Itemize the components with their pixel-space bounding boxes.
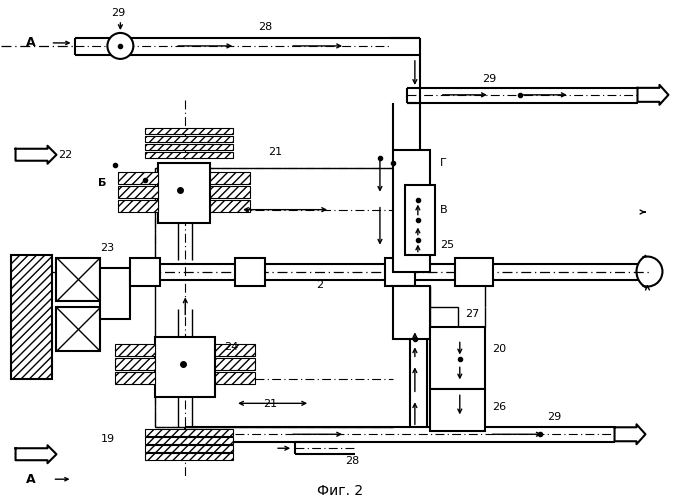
- Bar: [430, 328, 485, 390]
- Bar: [235, 258, 265, 285]
- Text: 24: 24: [224, 342, 238, 352]
- Bar: [57, 308, 100, 352]
- Text: 20: 20: [492, 344, 506, 354]
- Bar: [210, 186, 250, 198]
- Bar: [145, 152, 233, 158]
- Bar: [405, 184, 435, 254]
- Bar: [10, 254, 52, 380]
- Bar: [115, 344, 155, 356]
- Bar: [155, 338, 215, 398]
- Text: 28: 28: [345, 456, 360, 466]
- Text: 28: 28: [258, 22, 272, 32]
- Text: А: А: [26, 472, 35, 486]
- Bar: [210, 200, 250, 211]
- Text: 21: 21: [268, 146, 282, 156]
- Bar: [430, 390, 485, 432]
- Text: 29: 29: [548, 412, 562, 422]
- Bar: [145, 144, 233, 150]
- Text: Г: Г: [440, 158, 447, 168]
- Bar: [455, 258, 493, 285]
- Text: 2: 2: [317, 280, 323, 289]
- Circle shape: [108, 33, 133, 59]
- Bar: [145, 128, 233, 134]
- Text: А: А: [26, 36, 35, 50]
- Text: 25: 25: [440, 240, 454, 250]
- Polygon shape: [16, 146, 57, 164]
- Text: 22: 22: [59, 150, 73, 160]
- Bar: [145, 453, 233, 460]
- Bar: [393, 286, 430, 340]
- Bar: [145, 438, 233, 444]
- Bar: [100, 268, 130, 320]
- Bar: [385, 258, 415, 285]
- Bar: [57, 258, 100, 302]
- Text: 29: 29: [483, 74, 497, 84]
- Text: В: В: [440, 204, 447, 214]
- Text: 23: 23: [100, 242, 114, 252]
- Text: 29: 29: [111, 8, 125, 18]
- Bar: [215, 358, 255, 370]
- Bar: [118, 200, 158, 211]
- Bar: [145, 446, 233, 452]
- Text: Б: Б: [99, 178, 107, 188]
- Bar: [430, 308, 458, 328]
- Polygon shape: [614, 424, 646, 444]
- Polygon shape: [16, 446, 57, 463]
- Bar: [118, 186, 158, 198]
- Bar: [130, 258, 160, 285]
- Bar: [115, 358, 155, 370]
- Text: 27: 27: [465, 310, 479, 320]
- Text: 19: 19: [100, 434, 114, 444]
- Bar: [118, 172, 158, 183]
- Text: 21: 21: [263, 400, 277, 409]
- Polygon shape: [637, 85, 669, 105]
- Bar: [215, 344, 255, 356]
- Text: 26: 26: [492, 402, 506, 412]
- Bar: [393, 150, 430, 272]
- Text: Фиг. 2: Фиг. 2: [317, 484, 363, 498]
- Bar: [210, 172, 250, 183]
- Bar: [145, 430, 233, 436]
- Bar: [158, 162, 210, 222]
- Bar: [145, 136, 233, 142]
- Bar: [115, 372, 155, 384]
- Bar: [215, 372, 255, 384]
